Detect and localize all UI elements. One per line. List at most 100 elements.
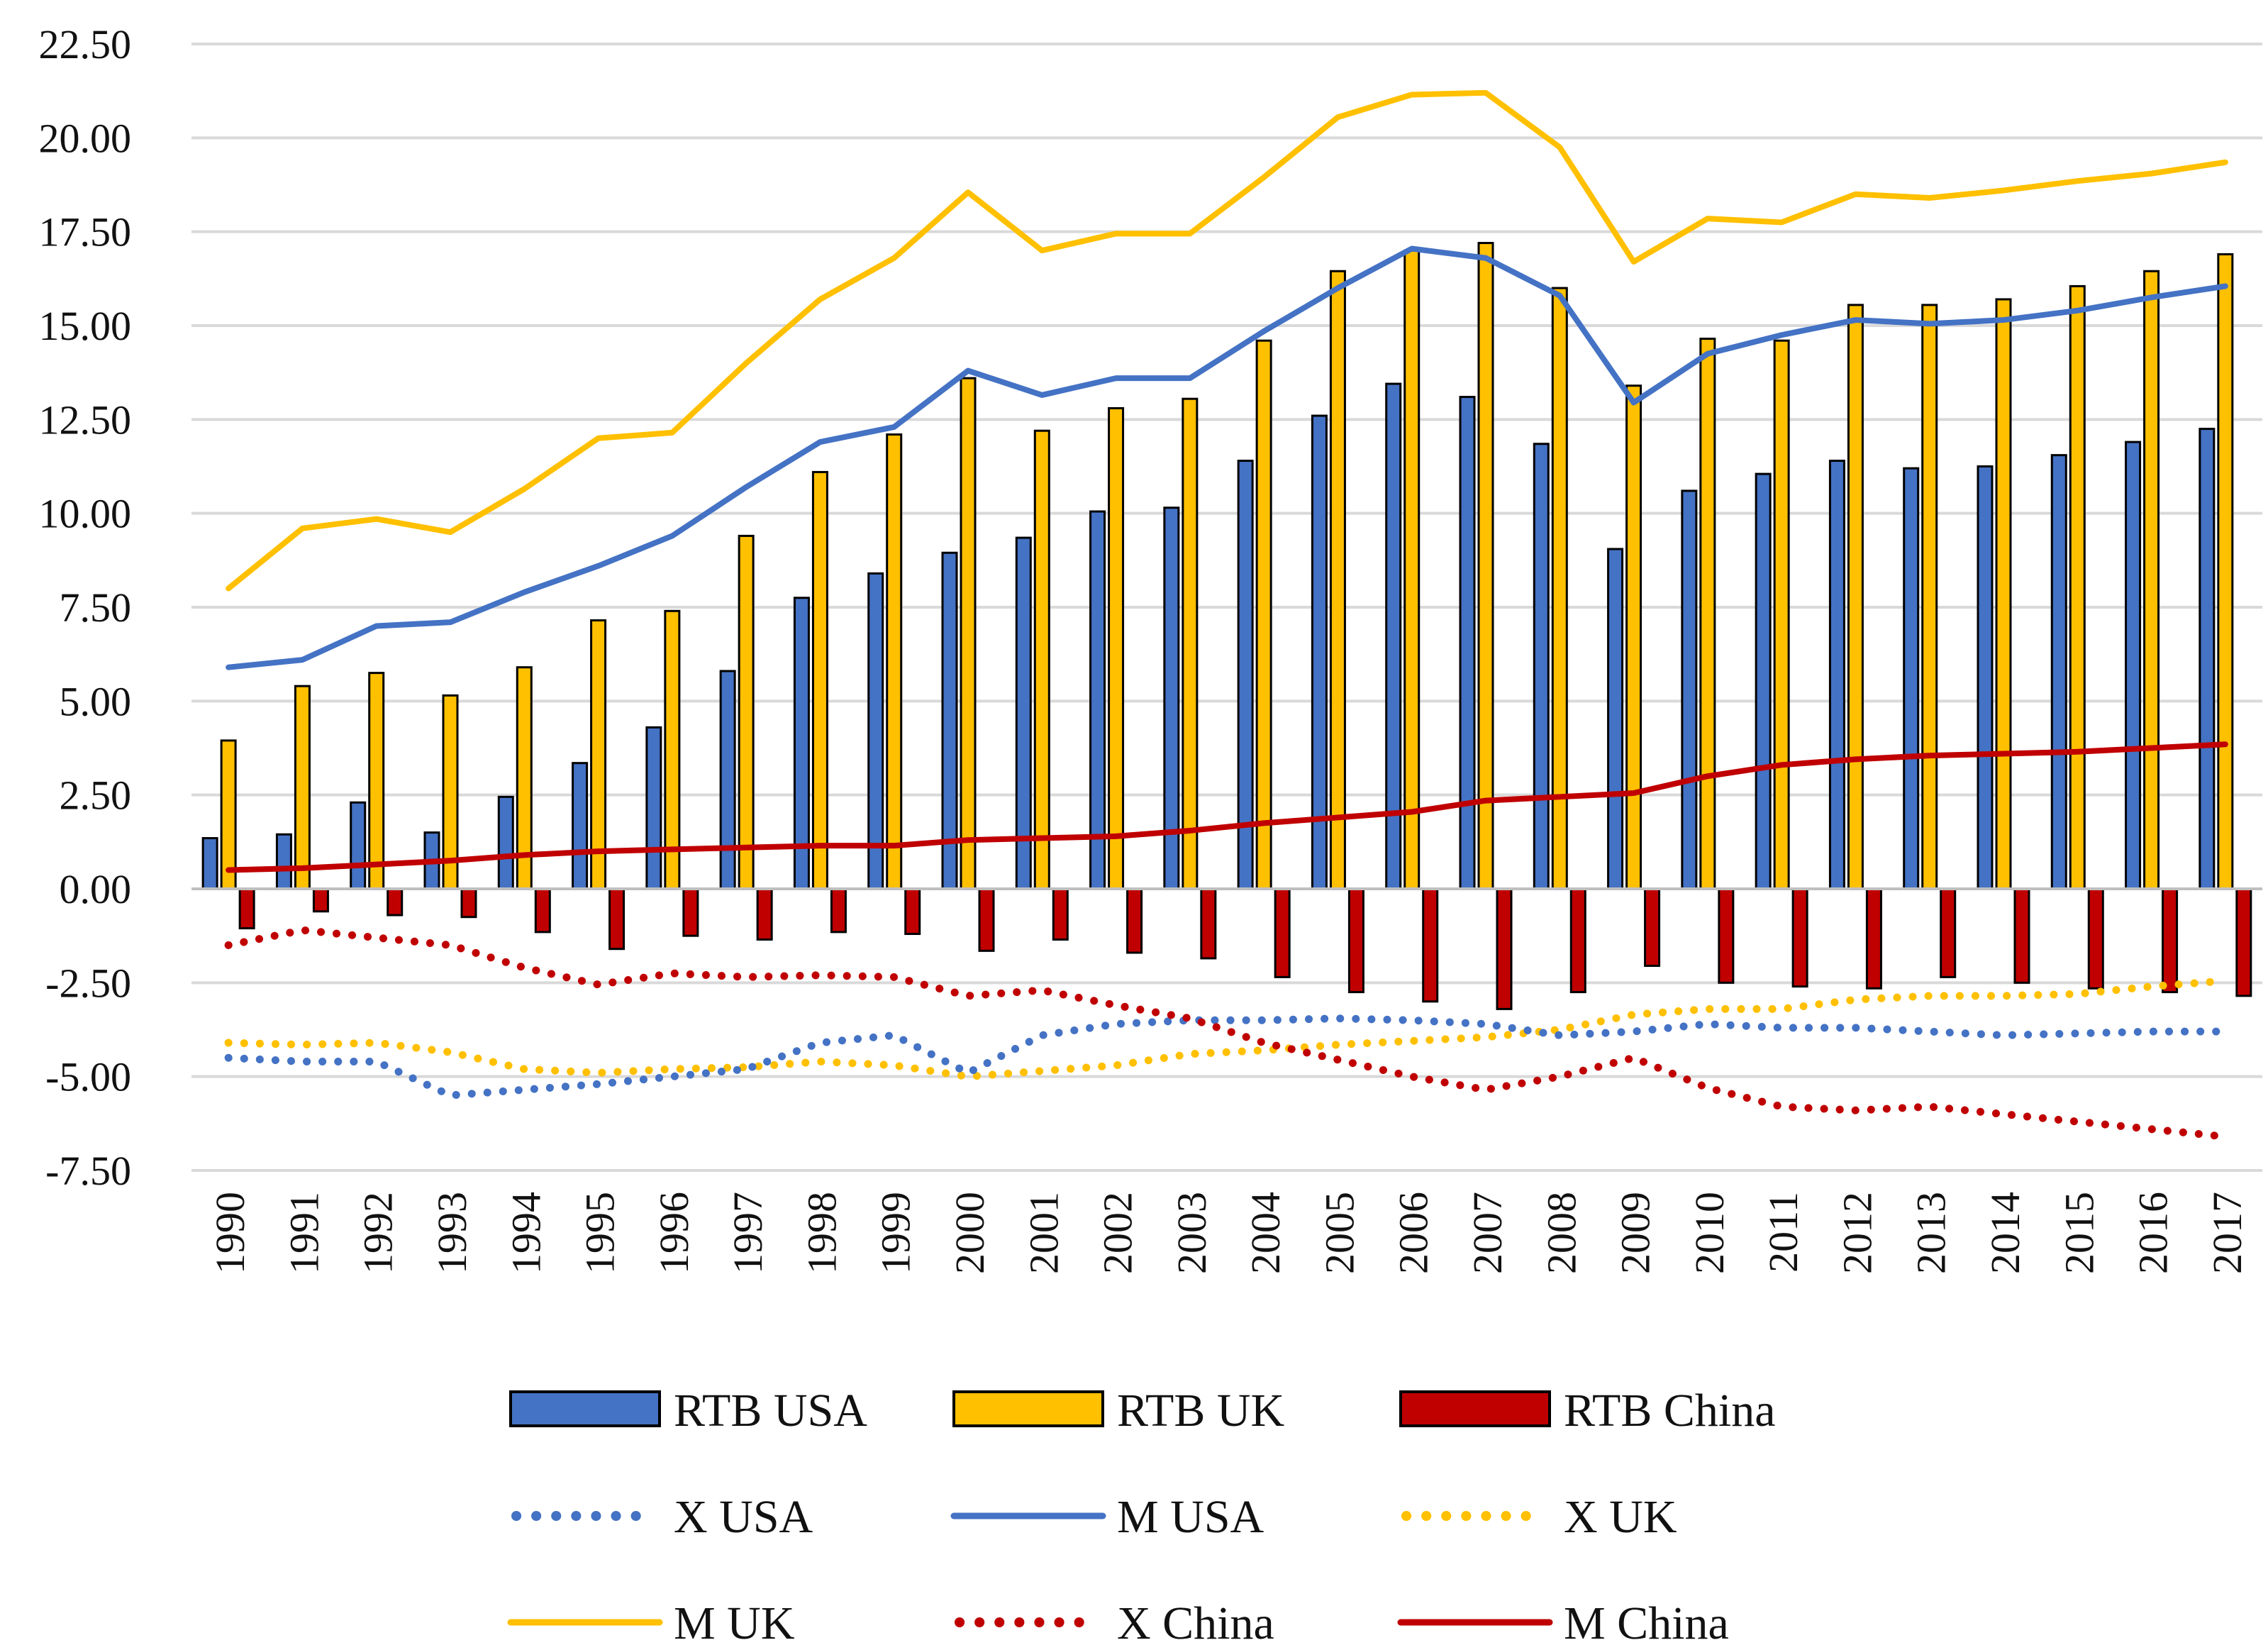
line-x-usa [224,1014,2230,1100]
legend-item-x-uk: X UK [1401,1491,1677,1543]
legend-item-rtb-uk: RTB UK [952,1385,1284,1436]
bar-rtb-usa-2010 [1681,489,1698,890]
x-tick-label: 2013 [1908,1192,1955,1274]
x-tick-label: 2000 [947,1192,993,1274]
legend-label: X China [1117,1598,1274,1649]
x-tick-label: 1996 [651,1192,697,1274]
bar-rtb-usa-2014 [1977,465,1994,890]
x-tick-label: 2017 [2204,1192,2250,1274]
bar-rtb-china-1992 [387,887,404,917]
legend-item-rtb-china: RTB China [1399,1385,1776,1436]
bar-rtb-uk-2015 [2069,284,2086,890]
legend-item-m-uk: M UK [507,1598,795,1649]
x-tick-label: 1993 [429,1192,475,1274]
legend-label: RTB USA [674,1385,867,1436]
bar-rtb-usa-1995 [572,762,589,890]
bar-rtb-china-2002 [1126,887,1143,954]
bar-rtb-usa-1991 [275,833,292,890]
bar-rtb-uk-1998 [811,470,828,890]
gridlines [191,43,2262,1172]
line-m-uk [226,89,2228,592]
legend: RTB USA RTB UK RTB China X USA M USA X UK M UK… [507,1385,1776,1649]
x-tick-label: 2011 [1760,1192,1806,1273]
bar-rtb-china-1991 [312,887,329,913]
legend-item-x-china: X China [955,1598,1274,1649]
bar-rtb-usa-1990 [201,837,218,890]
x-tick-label: 2012 [1834,1192,1880,1274]
bar-rtb-china-2006 [1422,887,1439,1003]
bar-rtb-uk-2013 [1921,304,1938,890]
x-axis-tick-labels: 1990 1991 1992 1993 1994 1995 1996 1997 1998 1999… [207,1192,2250,1274]
bar-rtb-uk-1990 [220,739,237,890]
bar-rtb-uk-2001 [1033,429,1050,890]
bar-rtb-china-2012 [1865,887,1882,990]
legend-swatch [1399,1390,1551,1427]
bar-rtb-china-1999 [904,887,921,936]
x-tick-label: 2007 [1464,1192,1511,1274]
x-tick-label: 1994 [503,1192,549,1274]
bar-rtb-uk-2003 [1182,397,1199,890]
legend-label: M USA [1117,1491,1264,1543]
bar-rtb-usa-2016 [2125,441,2142,890]
bar-rtb-usa-1992 [350,801,367,890]
bar-rtb-uk-2006 [1403,249,1421,890]
bar-rtb-china-1990 [238,887,255,930]
y-tick-label: -7.50 [45,1148,131,1194]
x-tick-label: 2005 [1316,1192,1362,1274]
bar-rtb-china-2001 [1052,887,1069,941]
bar-rtb-uk-2017 [2217,253,2234,890]
legend-item-m-china: M China [1397,1598,1729,1649]
bar-rtb-china-2003 [1200,887,1217,960]
bar-rtb-china-2016 [2162,887,2179,994]
x-tick-label: 2015 [2056,1192,2102,1274]
bar-rtb-china-1997 [756,887,773,941]
line-m-china [226,741,2228,873]
x-tick-label: 1997 [725,1192,771,1274]
x-tick-label: 2009 [1613,1192,1659,1274]
bar-rtb-uk-2007 [1477,242,1494,890]
legend-label: RTB China [1564,1385,1776,1436]
y-tick-label: 20.00 [39,115,132,161]
bar-rtb-uk-1992 [368,672,385,890]
bar-rtb-usa-2002 [1089,510,1106,890]
bar-rtb-uk-2012 [1847,304,1864,890]
legend-swatch [952,1390,1104,1427]
legend-item-rtb-usa: RTB USA [509,1385,867,1436]
bar-rtb-uk-2004 [1255,339,1272,890]
legend-label: M UK [674,1598,795,1649]
x-tick-label: 2010 [1686,1192,1733,1274]
y-tick-label: 2.50 [60,773,132,819]
x-tick-label: 1995 [577,1192,623,1274]
y-tick-label: 0.00 [60,866,132,912]
bar-rtb-uk-2016 [2143,270,2160,890]
bar-rtb-usa-2015 [2050,454,2067,890]
x-tick-label: 2002 [1095,1192,1141,1274]
bar-rtb-usa-2008 [1533,443,1550,890]
bar-rtb-usa-2017 [2198,428,2216,890]
legend-label: M China [1564,1598,1729,1649]
bar-rtb-uk-2014 [1995,298,2012,890]
bar-rtb-usa-1994 [497,795,514,890]
bar-rtb-uk-2010 [1699,338,1716,890]
legend-label: X USA [674,1491,813,1543]
bar-rtb-uk-1997 [738,534,755,890]
bar-rtb-uk-2009 [1625,384,1642,890]
y-tick-label: -5.00 [45,1054,131,1100]
bar-rtb-uk-2005 [1329,270,1346,890]
x-tick-label: 2001 [1021,1192,1067,1274]
bar-rtb-china-1996 [682,887,699,937]
bar-rtb-usa-2012 [1828,460,1845,890]
bar-rtb-usa-1996 [645,726,662,890]
bar-rtb-usa-2013 [1903,467,1920,890]
bar-rtb-china-2009 [1644,887,1661,968]
x-tick-label: 1991 [281,1192,327,1274]
line-x-china [224,926,2230,1141]
bar-rtb-china-2013 [1940,887,1957,978]
x-tick-label: 1999 [873,1192,919,1274]
bar-rtb-china-1994 [534,887,551,934]
bar-rtb-usa-1997 [719,670,736,890]
bar-rtb-china-2017 [2235,887,2252,997]
x-tick-label: 2006 [1391,1192,1437,1274]
